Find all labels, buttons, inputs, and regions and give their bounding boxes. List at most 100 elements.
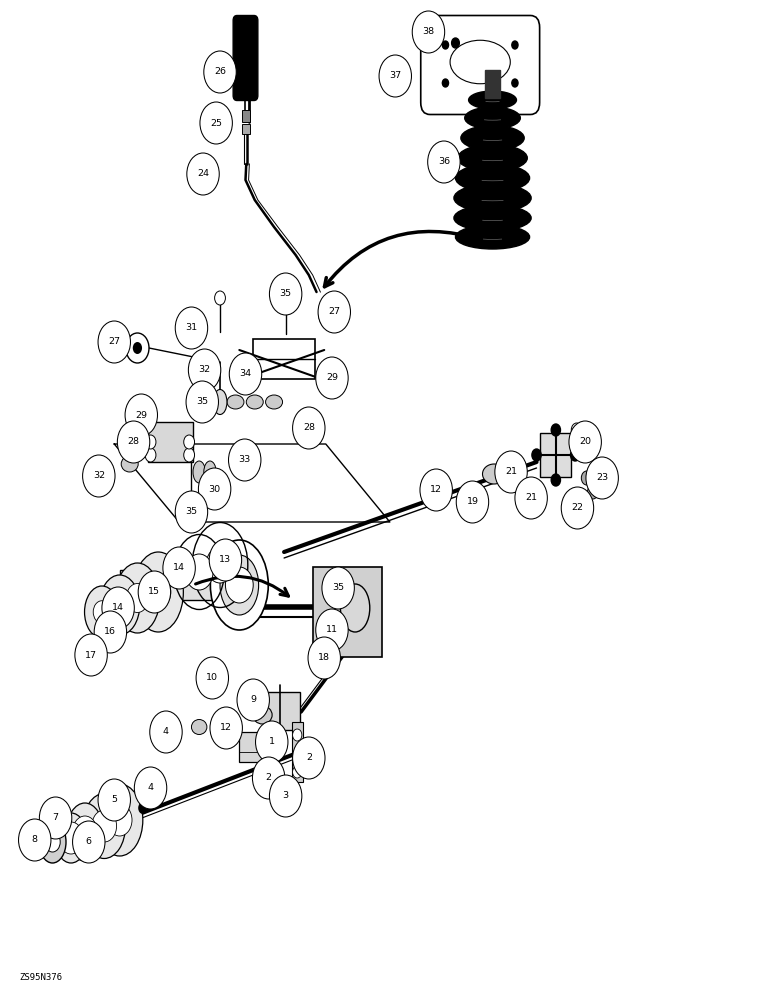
Text: 32: 32 [93, 472, 105, 481]
Ellipse shape [121, 444, 138, 460]
Circle shape [532, 449, 541, 461]
Circle shape [269, 273, 302, 315]
Circle shape [569, 421, 601, 463]
Circle shape [75, 634, 107, 676]
Circle shape [551, 424, 560, 436]
Circle shape [107, 804, 132, 836]
Ellipse shape [213, 389, 227, 414]
Text: 28: 28 [303, 424, 315, 432]
Circle shape [209, 539, 242, 581]
Circle shape [188, 349, 221, 391]
Text: 29: 29 [135, 410, 147, 420]
Circle shape [185, 501, 198, 519]
Circle shape [133, 342, 142, 354]
Circle shape [206, 475, 226, 501]
Circle shape [110, 592, 130, 618]
Ellipse shape [450, 40, 510, 84]
Ellipse shape [455, 164, 530, 192]
Text: 26: 26 [214, 68, 226, 77]
Circle shape [316, 357, 348, 399]
Ellipse shape [469, 91, 516, 109]
Text: 35: 35 [279, 290, 292, 298]
Circle shape [308, 637, 340, 679]
Bar [148, 422, 193, 462]
Text: ZS95N376: ZS95N376 [19, 973, 63, 982]
Text: 1: 1 [269, 738, 275, 746]
Circle shape [269, 775, 302, 817]
Text: 14: 14 [112, 603, 124, 612]
Text: 4: 4 [147, 784, 154, 792]
Circle shape [442, 41, 449, 49]
Text: 15: 15 [148, 587, 161, 596]
Circle shape [98, 321, 130, 363]
Circle shape [196, 657, 229, 699]
Text: 12: 12 [430, 486, 442, 494]
Circle shape [138, 571, 171, 613]
Circle shape [316, 609, 348, 651]
Circle shape [185, 554, 213, 590]
Text: 8: 8 [32, 836, 38, 844]
Ellipse shape [85, 586, 119, 638]
Circle shape [138, 802, 147, 814]
Circle shape [102, 587, 134, 629]
Circle shape [204, 51, 236, 93]
Circle shape [293, 407, 325, 449]
Circle shape [117, 421, 150, 463]
Circle shape [206, 547, 234, 583]
Ellipse shape [83, 794, 125, 858]
Bar [242, 110, 250, 122]
Text: 33: 33 [239, 456, 251, 464]
Circle shape [98, 779, 130, 821]
Ellipse shape [246, 395, 263, 409]
Circle shape [184, 448, 195, 462]
Circle shape [125, 394, 157, 436]
Bar [313, 567, 382, 657]
Circle shape [229, 439, 261, 481]
Circle shape [154, 796, 163, 808]
Circle shape [515, 477, 547, 519]
Circle shape [327, 580, 340, 596]
Bar [485, 70, 500, 98]
Circle shape [94, 611, 127, 653]
Ellipse shape [193, 461, 205, 483]
Text: 25: 25 [210, 118, 222, 127]
Circle shape [252, 757, 285, 799]
Text: 30: 30 [208, 485, 221, 493]
Circle shape [186, 381, 218, 423]
Circle shape [93, 601, 110, 623]
Circle shape [452, 38, 459, 48]
Ellipse shape [340, 584, 370, 632]
Text: 4: 4 [163, 728, 169, 736]
Circle shape [587, 485, 598, 499]
Text: 34: 34 [239, 369, 252, 378]
Circle shape [551, 474, 560, 486]
Bar [265, 692, 300, 730]
Text: 2: 2 [306, 754, 312, 762]
Bar [253, 339, 315, 379]
Text: 21: 21 [525, 493, 537, 502]
Ellipse shape [461, 125, 524, 150]
Circle shape [420, 469, 452, 511]
Text: 9: 9 [250, 696, 256, 704]
Ellipse shape [220, 555, 259, 615]
Circle shape [126, 584, 148, 612]
Text: 17: 17 [85, 650, 97, 660]
Text: 23: 23 [596, 474, 608, 483]
Ellipse shape [465, 107, 520, 129]
Text: 14: 14 [173, 564, 185, 572]
Ellipse shape [454, 205, 531, 231]
Circle shape [215, 291, 225, 305]
Circle shape [412, 11, 445, 53]
Bar [242, 124, 250, 134]
Text: 27: 27 [108, 338, 120, 347]
Circle shape [145, 448, 156, 462]
Text: 32: 32 [198, 365, 211, 374]
Circle shape [83, 455, 115, 497]
Circle shape [318, 291, 350, 333]
Circle shape [571, 449, 580, 461]
Circle shape [442, 79, 449, 87]
Circle shape [39, 797, 72, 839]
Circle shape [512, 41, 518, 49]
Ellipse shape [55, 813, 87, 863]
Circle shape [586, 457, 618, 499]
